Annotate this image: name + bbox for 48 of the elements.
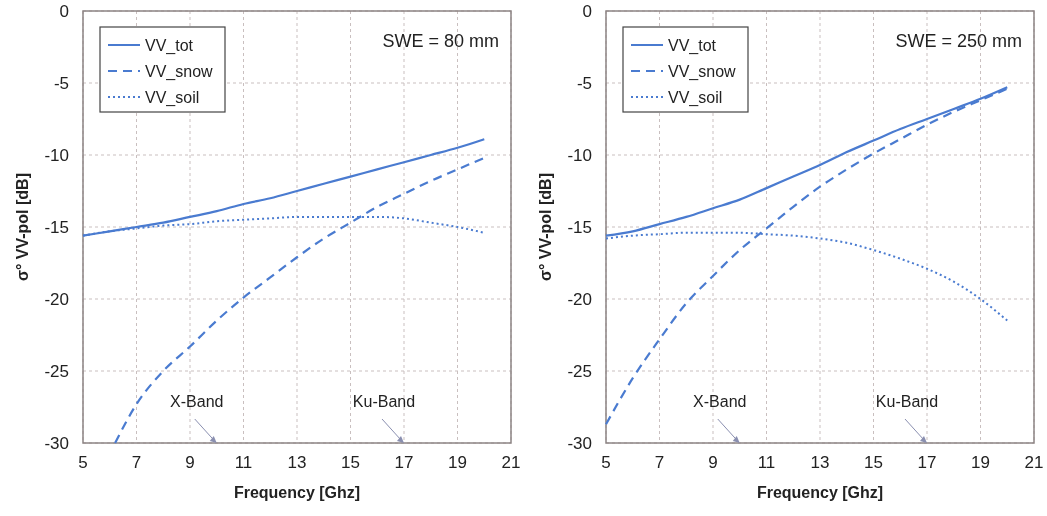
y-tick-label: -30 <box>567 434 592 453</box>
y-tick-label: -30 <box>44 434 69 453</box>
annotation: SWE = 250 mm <box>895 31 1022 51</box>
x-tick-label: 9 <box>708 453 718 472</box>
y-tick-label: -5 <box>576 74 592 93</box>
y-tick-label: -10 <box>44 146 69 165</box>
y-axis-title: σ° VV-pol [dB] <box>537 173 554 281</box>
annotation: SWE = 80 mm <box>382 31 499 51</box>
legend-label: VV_snow <box>145 63 214 81</box>
annotation: Ku-Band <box>352 393 416 410</box>
x-tick-label: 21 <box>501 453 521 472</box>
x-tick-label: 21 <box>1024 453 1044 472</box>
x-tick-label: 19 <box>971 453 990 472</box>
x-axis-title: Frequency [Ghz] <box>756 484 884 501</box>
y-tick-label: -20 <box>567 290 592 309</box>
x-tick-label: 9 <box>185 453 195 472</box>
annotation: Ku-Band <box>875 393 939 410</box>
x-tick-label: 5 <box>78 453 88 472</box>
x-axis-title: Frequency [Ghz] <box>233 484 361 501</box>
x-tick-label: 17 <box>394 453 414 472</box>
x-tick-label: 15 <box>864 453 883 472</box>
y-tick-label: -5 <box>53 74 69 93</box>
y-tick-label: 0 <box>582 2 592 21</box>
y-tick-label: 0 <box>59 2 69 21</box>
legend-label: VV_tot <box>668 37 717 55</box>
legend-label: VV_snow <box>668 63 737 81</box>
y-tick-label: -25 <box>567 362 592 381</box>
legend-label: VV_tot <box>145 37 194 55</box>
y-axis-title: σ° VV-pol [dB] <box>14 173 31 281</box>
x-tick-label: 19 <box>448 453 467 472</box>
x-tick-label: 15 <box>341 453 360 472</box>
legend-label: VV_soil <box>668 89 723 107</box>
legend-label: VV_soil <box>145 89 200 107</box>
x-tick-label: 5 <box>601 453 611 472</box>
annotation: X-Band <box>693 393 747 410</box>
y-tick-label: -10 <box>567 146 592 165</box>
x-tick-label: 13 <box>287 453 307 472</box>
x-tick-label: 7 <box>654 453 665 472</box>
y-tick-label: -15 <box>567 218 592 237</box>
y-tick-label: -15 <box>44 218 69 237</box>
y-tick-label: -25 <box>44 362 69 381</box>
x-tick-label: 7 <box>131 453 142 472</box>
x-tick-label: 11 <box>234 453 253 472</box>
annotation: X-Band <box>170 393 224 410</box>
x-tick-label: 13 <box>810 453 830 472</box>
y-tick-label: -20 <box>44 290 69 309</box>
x-tick-label: 11 <box>757 453 776 472</box>
x-tick-label: 17 <box>917 453 937 472</box>
